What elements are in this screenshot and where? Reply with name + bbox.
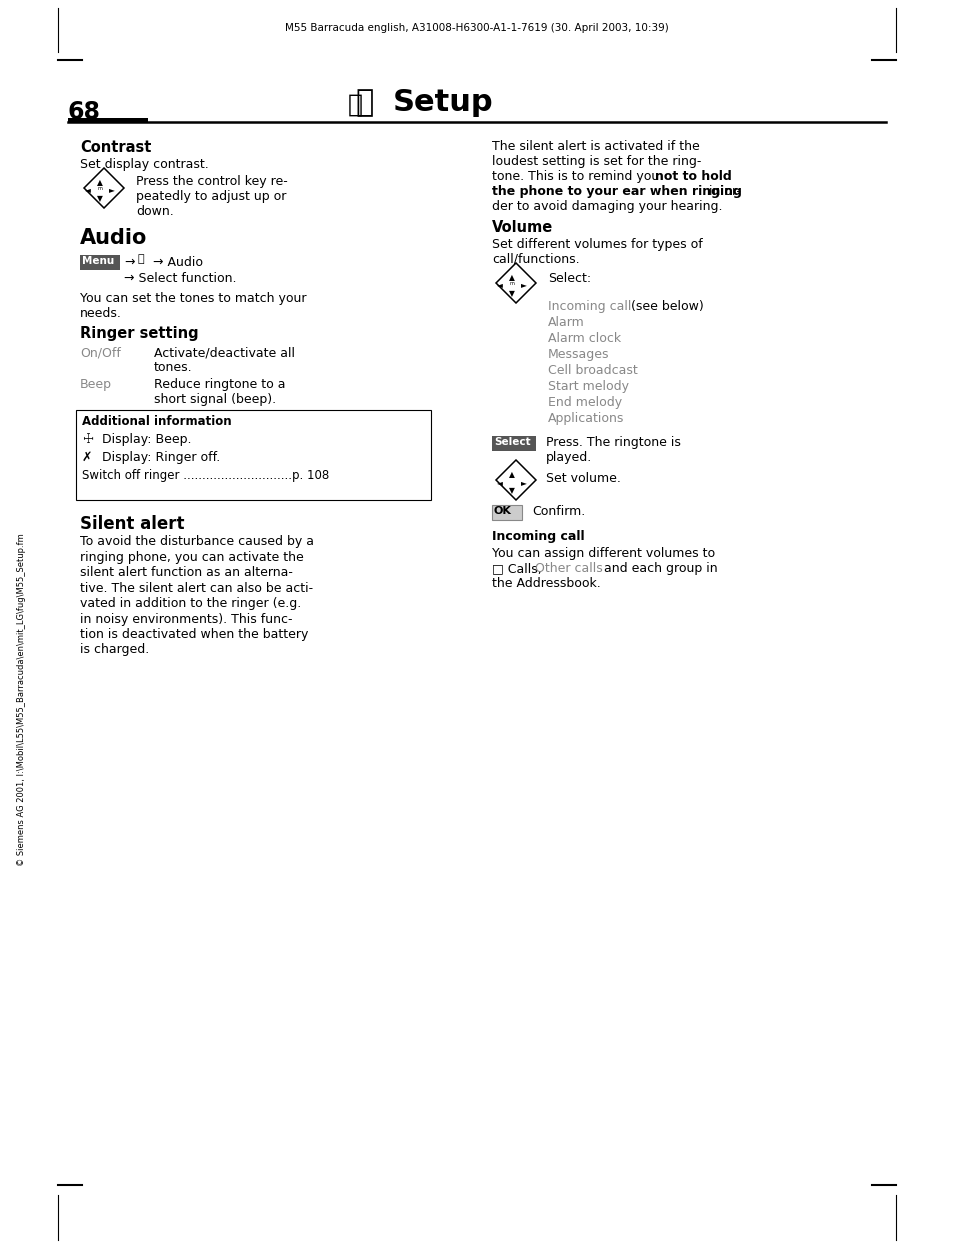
Text: Messages: Messages — [547, 348, 609, 361]
Text: peatedly to adjust up or: peatedly to adjust up or — [136, 189, 286, 203]
Text: Select:: Select: — [547, 272, 591, 285]
Text: not to hold: not to hold — [655, 169, 731, 183]
Text: Menu: Menu — [82, 255, 114, 265]
Text: Beep: Beep — [80, 378, 112, 391]
Text: Display: Ringer off.: Display: Ringer off. — [102, 451, 220, 464]
Text: 🔑: 🔑 — [348, 93, 363, 117]
Bar — [492, 436, 536, 451]
Text: © Siemens AG 2001, I:\Mobil\L55\M55_Barracuda\en\mit_LG\fug\M55_Setup.fm: © Siemens AG 2001, I:\Mobil\L55\M55_Barr… — [17, 533, 27, 866]
Text: ▲: ▲ — [509, 273, 515, 282]
Text: OK: OK — [494, 506, 512, 516]
Text: Alarm: Alarm — [547, 316, 584, 329]
Text: □ Calls,: □ Calls, — [492, 562, 545, 574]
Text: in or-: in or- — [704, 184, 740, 198]
Text: ►: ► — [520, 280, 526, 289]
Text: tone. This is to remind you: tone. This is to remind you — [492, 169, 662, 183]
Text: Audio: Audio — [80, 228, 147, 248]
Text: ▲: ▲ — [509, 470, 515, 478]
Text: ◄: ◄ — [497, 478, 502, 487]
Text: Incoming call: Incoming call — [547, 300, 631, 313]
Text: Other calls: Other calls — [535, 562, 602, 574]
Text: and each group in: and each group in — [599, 562, 717, 574]
Text: down.: down. — [136, 206, 173, 218]
Text: 68: 68 — [68, 100, 101, 125]
Text: the Addressbook.: the Addressbook. — [492, 577, 600, 591]
Text: (see below): (see below) — [626, 300, 703, 313]
Text: Setup: Setup — [393, 88, 493, 117]
Text: To avoid the disturbance caused by a: To avoid the disturbance caused by a — [80, 535, 314, 548]
Text: →: → — [124, 255, 134, 269]
Text: ▲: ▲ — [97, 178, 103, 187]
Text: ◄: ◄ — [85, 184, 91, 194]
Text: tion is deactivated when the battery: tion is deactivated when the battery — [80, 628, 308, 640]
Text: End melody: End melody — [547, 396, 621, 409]
Text: ringing phone, you can activate the: ringing phone, you can activate the — [80, 551, 303, 563]
Text: Press. The ringtone is: Press. The ringtone is — [545, 436, 680, 449]
Text: silent alert function as an alterna-: silent alert function as an alterna- — [80, 566, 293, 579]
Text: The silent alert is activated if the: The silent alert is activated if the — [492, 140, 699, 153]
Text: ✗: ✗ — [82, 451, 92, 464]
Text: the phone to your ear when ringing: the phone to your ear when ringing — [492, 184, 741, 198]
Text: ☩: ☩ — [82, 434, 93, 446]
Text: m: m — [97, 186, 102, 191]
Text: Incoming call: Incoming call — [492, 530, 584, 543]
Bar — [492, 505, 521, 520]
Text: On/Off: On/Off — [80, 346, 121, 359]
Text: Alarm clock: Alarm clock — [547, 331, 620, 345]
Text: Set volume.: Set volume. — [545, 472, 620, 485]
Text: Press the control key re-: Press the control key re- — [136, 174, 288, 188]
Text: Additional information: Additional information — [82, 415, 232, 427]
Text: played.: played. — [545, 451, 592, 464]
Text: → Audio: → Audio — [152, 255, 203, 269]
Text: 🔑: 🔑 — [138, 254, 145, 264]
Text: ►: ► — [109, 184, 114, 194]
Text: Cell broadcast: Cell broadcast — [547, 364, 638, 378]
Text: → Select function.: → Select function. — [124, 272, 236, 285]
Text: Confirm.: Confirm. — [532, 505, 584, 518]
Text: Ringer setting: Ringer setting — [80, 326, 198, 341]
Text: Reduce ringtone to a: Reduce ringtone to a — [153, 378, 285, 391]
Text: Select: Select — [494, 437, 530, 447]
Text: M55 Barracuda english, A31008-H6300-A1-1-7619 (30. April 2003, 10:39): M55 Barracuda english, A31008-H6300-A1-1… — [285, 22, 668, 32]
Text: ▼: ▼ — [509, 289, 515, 298]
Text: short signal (beep).: short signal (beep). — [153, 392, 275, 406]
Text: Set display contrast.: Set display contrast. — [80, 158, 209, 171]
Text: call/functions.: call/functions. — [492, 253, 579, 265]
Bar — [76, 410, 431, 500]
Text: is charged.: is charged. — [80, 643, 149, 657]
Text: You can assign different volumes to: You can assign different volumes to — [492, 547, 715, 559]
Text: der to avoid damaging your hearing.: der to avoid damaging your hearing. — [492, 201, 721, 213]
Text: ►: ► — [520, 478, 526, 487]
Text: vated in addition to the ringer (e.g.: vated in addition to the ringer (e.g. — [80, 597, 301, 611]
Text: Contrast: Contrast — [80, 140, 152, 155]
Text: tive. The silent alert can also be acti-: tive. The silent alert can also be acti- — [80, 582, 313, 594]
Text: ▼: ▼ — [509, 486, 515, 495]
Text: loudest setting is set for the ring-: loudest setting is set for the ring- — [492, 155, 700, 168]
Text: Display: Beep.: Display: Beep. — [102, 434, 192, 446]
Text: Start melody: Start melody — [547, 380, 628, 392]
Text: Silent alert: Silent alert — [80, 515, 184, 533]
Text: needs.: needs. — [80, 307, 122, 320]
Text: Activate/deactivate all: Activate/deactivate all — [153, 346, 294, 359]
Text: ⎕: ⎕ — [355, 88, 373, 117]
Text: in noisy environments). This func-: in noisy environments). This func- — [80, 613, 293, 625]
Text: Volume: Volume — [492, 221, 553, 235]
Text: ▼: ▼ — [97, 194, 103, 203]
Text: m: m — [509, 282, 514, 287]
Text: You can set the tones to match your: You can set the tones to match your — [80, 292, 306, 305]
Bar — [80, 255, 120, 270]
Bar — [68, 118, 148, 123]
Text: Switch off ringer .............................p. 108: Switch off ringer ......................… — [82, 468, 329, 482]
Text: ◄: ◄ — [497, 280, 502, 289]
Text: tones.: tones. — [153, 361, 193, 374]
Text: Applications: Applications — [547, 412, 623, 425]
Text: Set different volumes for types of: Set different volumes for types of — [492, 238, 702, 250]
